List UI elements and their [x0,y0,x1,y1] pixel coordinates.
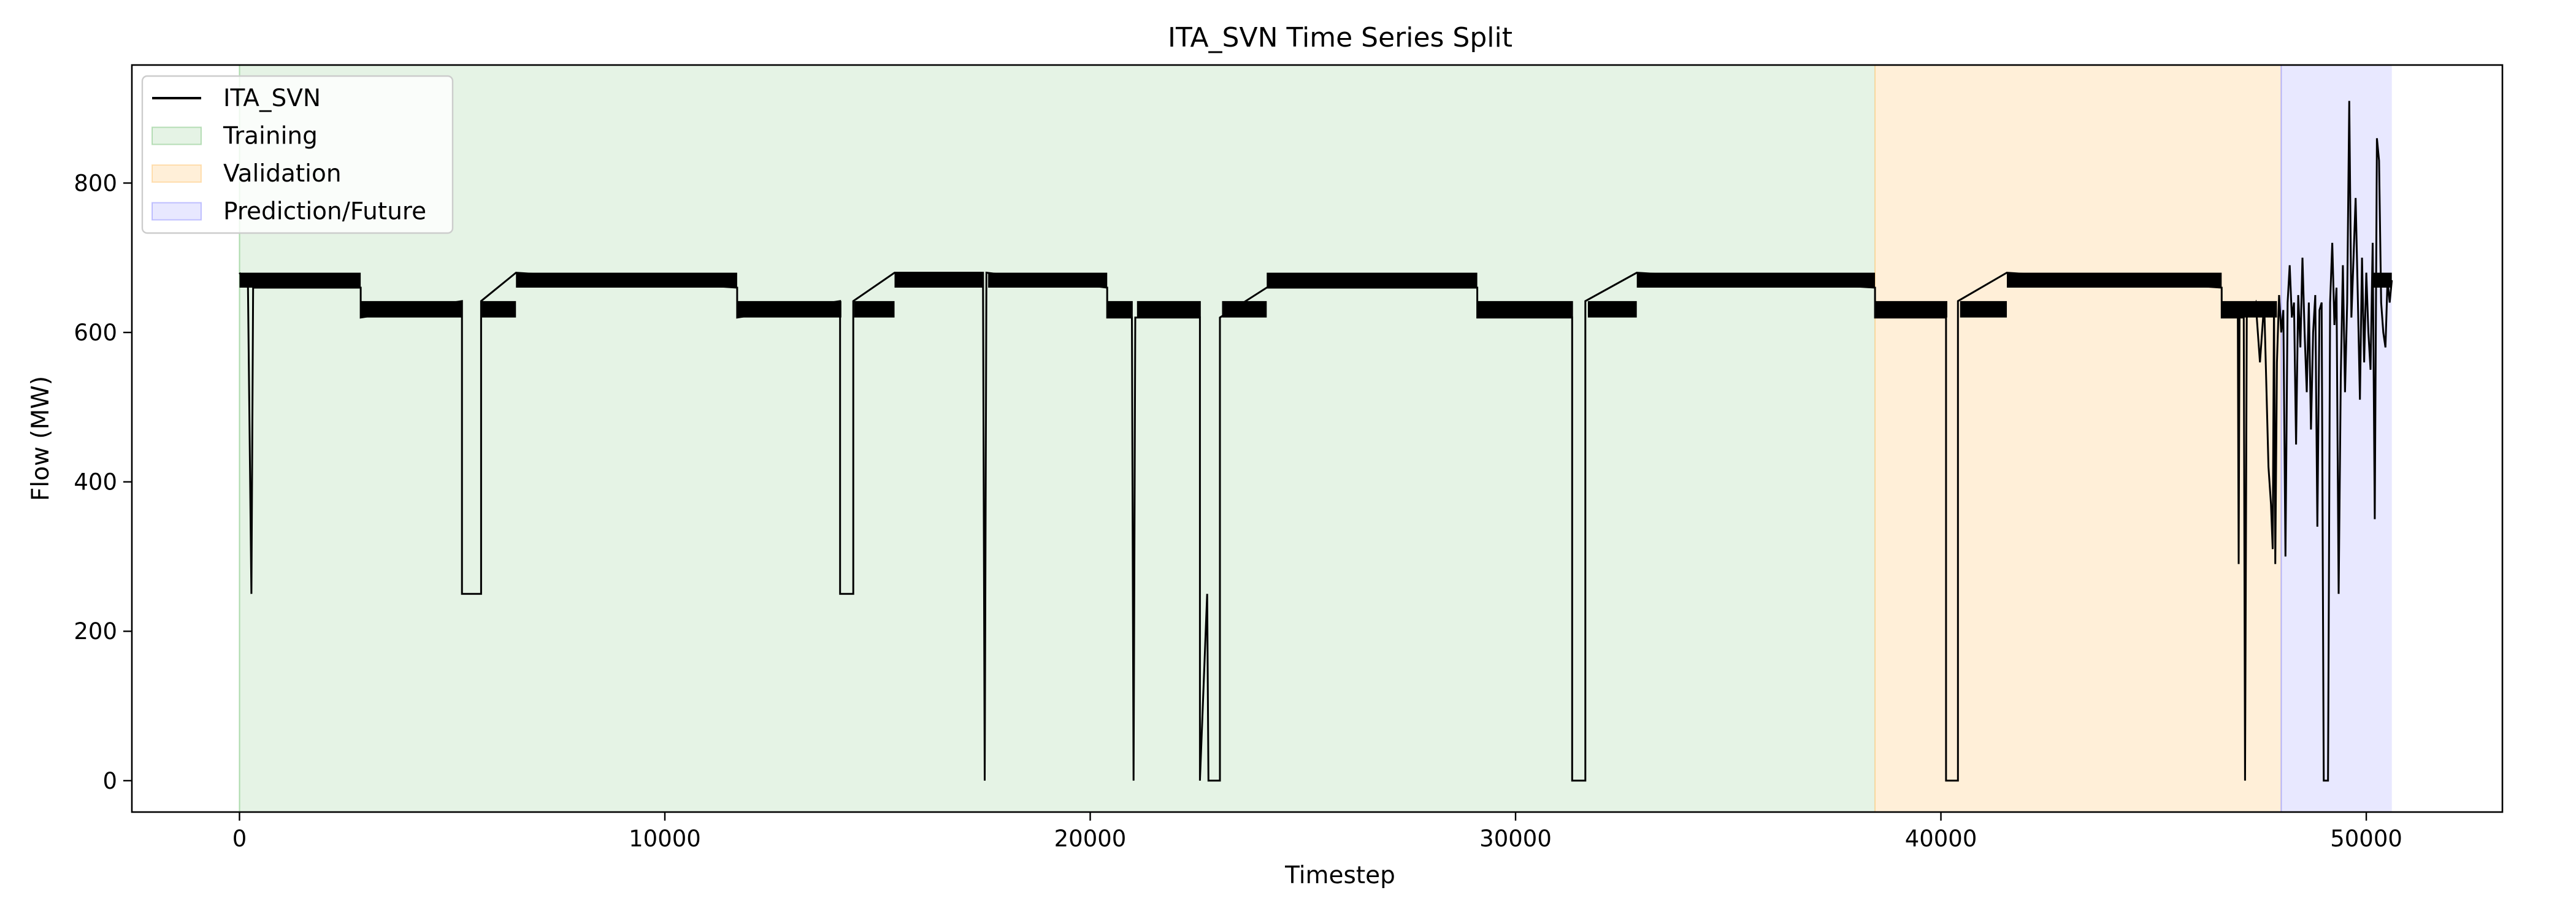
series-band-11 [1267,272,1478,288]
legend-swatch-prediction-future [151,202,202,221]
series-band-10 [1222,301,1267,318]
legend-label-validation: Validation [223,160,342,188]
y-axis-label: Flow (MW) [27,376,55,501]
y-tick-label: 200 [74,618,117,645]
series-band-12 [1477,301,1573,318]
x-axis-ticks: 0 10000 20000 30000 40000 50000 [232,812,2402,852]
region-layer [239,65,2392,812]
series-band-8 [1107,301,1133,318]
series-band-0 [239,272,361,288]
y-axis-ticks: 0 200 400 600 800 [74,170,132,794]
x-tick-label: 0 [232,826,247,852]
legend-swatch-training [151,126,202,145]
plot-frame [131,64,2504,813]
series-line-ita-svn [239,101,2393,782]
legend-label-training: Training [223,123,318,150]
x-tick-label: 20000 [1054,826,1127,852]
region-validation [1875,65,2282,812]
y-tick-label: 800 [74,170,117,196]
legend: ITA_SVN Training Validation Prediction/Futu… [141,75,454,234]
series-band-6 [894,272,984,288]
legend-label-prediction-future: Prediction/Future [223,198,426,226]
series-band-16 [1960,301,2007,318]
x-tick-label: 50000 [2330,826,2402,852]
x-tick-label: 40000 [1905,826,1977,852]
series-layer [239,101,2393,782]
y-tick-label: 400 [74,469,117,496]
x-tick-label: 10000 [629,826,701,852]
series-band-5 [854,301,895,318]
y-tick-label: 600 [74,320,117,346]
chart-title: ITA_SVN Time Series Split [1168,22,1512,53]
x-tick-label: 30000 [1479,826,1552,852]
legend-swatch-validation [151,164,202,183]
legend-label-ita-svn: ITA_SVN [223,85,321,112]
x-axis-label: Timestep [1284,862,1395,889]
y-tick-label: 0 [102,768,117,794]
legend-box [141,75,454,234]
series-band-9 [1137,301,1201,318]
series-band-13 [1587,301,1637,318]
series-band-15 [1875,301,1947,318]
series-band-2 [481,301,516,318]
region-training [239,65,1876,812]
